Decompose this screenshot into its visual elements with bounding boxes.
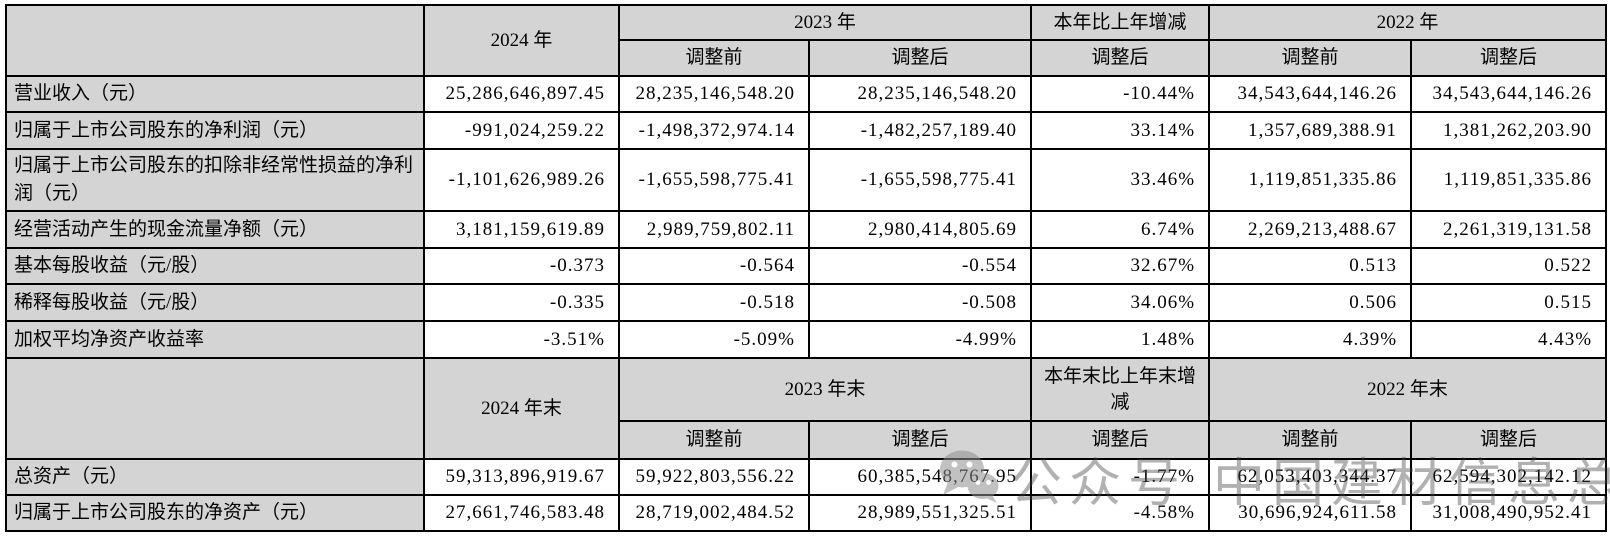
row-label: 营业收入（元） bbox=[5, 75, 425, 113]
header-row-yearend: 2024 年末 2023 年末 本年末比上年末增减 2022 年末 bbox=[5, 357, 1608, 460]
value-cell: 34.06% bbox=[1030, 283, 1211, 322]
value-cell: 28,235,146,548.20 bbox=[807, 75, 1033, 113]
value-cell: 1,119,851,335.86 bbox=[1208, 148, 1413, 212]
subheader-2022end-pre: 调整前 bbox=[1208, 420, 1413, 460]
table-row-weighted-avg-roe: 加权平均净资产收益率 -3.51% -5.09% -4.99% 1.48% 4.… bbox=[5, 320, 1608, 359]
value-cell: 2,269,213,488.67 bbox=[1208, 210, 1413, 249]
table-row-revenue: 营业收入（元） 25,286,646,897.45 28,235,146,548… bbox=[5, 75, 1608, 113]
value-cell: 32.67% bbox=[1030, 247, 1211, 285]
table-row-basic-eps: 基本每股收益（元/股） -0.373 -0.564 -0.554 32.67% … bbox=[5, 247, 1608, 285]
value-cell: 4.43% bbox=[1410, 320, 1608, 359]
row-label: 归属于上市公司股东的净利润（元） bbox=[5, 111, 425, 150]
value-cell: 0.515 bbox=[1410, 283, 1608, 322]
value-cell: 3,181,159,619.89 bbox=[423, 210, 620, 249]
value-cell: 2,980,414,805.69 bbox=[807, 210, 1033, 249]
value-cell: -4.58% bbox=[1030, 494, 1211, 532]
financial-highlights-table: 2024 年 2023 年 本年比上年增减 2022 年 调整前 调整后 调整后… bbox=[5, 4, 1608, 532]
value-cell: -1,482,257,189.40 bbox=[807, 111, 1033, 150]
value-cell: -4.99% bbox=[807, 320, 1033, 359]
value-cell: 0.513 bbox=[1208, 247, 1413, 285]
corner-cell bbox=[5, 357, 425, 460]
col-header-2023: 2023 年 bbox=[617, 4, 1033, 41]
row-label: 归属于上市公司股东的净资产（元） bbox=[5, 494, 425, 532]
corner-cell bbox=[5, 4, 425, 77]
value-cell: 0.506 bbox=[1208, 283, 1413, 322]
value-cell: -0.508 bbox=[807, 283, 1033, 322]
header-row-adjust: 调整前 调整后 调整后 调整前 调整后 bbox=[6, 39, 1608, 77]
value-cell: -0.554 bbox=[807, 247, 1033, 285]
header-row-yearend-adjust: 调整前 调整后 调整后 调整前 调整后 bbox=[6, 420, 1608, 460]
value-cell: 33.46% bbox=[1030, 148, 1211, 212]
row-label: 加权平均净资产收益率 bbox=[5, 320, 425, 359]
value-cell: -10.44% bbox=[1030, 75, 1211, 113]
value-cell: -991,024,259.22 bbox=[423, 111, 620, 150]
value-cell: 2,261,319,131.58 bbox=[1410, 210, 1608, 249]
row-label: 总资产（元） bbox=[5, 458, 425, 496]
col-header-yearend-change: 本年末比上年末增减 bbox=[1030, 357, 1211, 422]
value-cell: 0.522 bbox=[1410, 247, 1608, 285]
col-header-2022-end: 2022 年末 bbox=[1208, 357, 1608, 422]
value-cell: 6.74% bbox=[1030, 210, 1211, 249]
subheader-2023-pre: 调整前 bbox=[618, 39, 810, 77]
value-cell: 59,313,896,919.67 bbox=[423, 458, 620, 496]
value-cell: -3.51% bbox=[423, 320, 620, 359]
col-header-2024-end: 2024 年末 bbox=[423, 357, 620, 460]
table-row-total-assets: 总资产（元） 59,313,896,919.67 59,922,803,556.… bbox=[5, 458, 1608, 496]
value-cell: -0.373 bbox=[423, 247, 620, 285]
value-cell: 59,922,803,556.22 bbox=[618, 458, 810, 496]
value-cell: 1,119,851,335.86 bbox=[1410, 148, 1608, 212]
row-label: 经营活动产生的现金流量净额（元） bbox=[5, 210, 425, 249]
value-cell: -1.77% bbox=[1030, 458, 1211, 496]
table-row-diluted-eps: 稀释每股收益（元/股） -0.335 -0.518 -0.508 34.06% … bbox=[5, 283, 1608, 322]
value-cell: 2,989,759,802.11 bbox=[618, 210, 810, 249]
value-cell: 27,661,746,583.48 bbox=[423, 494, 620, 532]
value-cell: -1,655,598,775.41 bbox=[807, 148, 1033, 212]
value-cell: 1.48% bbox=[1030, 320, 1211, 359]
value-cell: -0.335 bbox=[423, 283, 620, 322]
subheader-change-post: 调整后 bbox=[1030, 39, 1211, 77]
table-row-net-assets: 归属于上市公司股东的净资产（元） 27,661,746,583.48 28,71… bbox=[5, 494, 1608, 532]
value-cell: 25,286,646,897.45 bbox=[423, 75, 620, 113]
value-cell: -5.09% bbox=[618, 320, 810, 359]
table-row-net-profit: 归属于上市公司股东的净利润（元） -991,024,259.22 -1,498,… bbox=[5, 111, 1608, 150]
col-header-2023-end: 2023 年末 bbox=[617, 357, 1033, 422]
value-cell: -1,498,372,974.14 bbox=[618, 111, 810, 150]
col-header-2022: 2022 年 bbox=[1208, 4, 1608, 41]
subheader-2023end-post: 调整后 bbox=[807, 420, 1033, 460]
row-label: 稀释每股收益（元/股） bbox=[5, 283, 425, 322]
subheader-2023end-pre: 调整前 bbox=[618, 420, 810, 460]
value-cell: -0.564 bbox=[618, 247, 810, 285]
value-cell: 33.14% bbox=[1030, 111, 1211, 150]
value-cell: 62,053,403,344.37 bbox=[1208, 458, 1413, 496]
col-header-change: 本年比上年增减 bbox=[1030, 4, 1211, 41]
subheader-2023-post: 调整后 bbox=[807, 39, 1033, 77]
value-cell: 60,385,548,767.95 bbox=[807, 458, 1033, 496]
row-label: 基本每股收益（元/股） bbox=[5, 247, 425, 285]
value-cell: 28,719,002,484.52 bbox=[618, 494, 810, 532]
value-cell: 1,381,262,203.90 bbox=[1410, 111, 1608, 150]
value-cell: 4.39% bbox=[1208, 320, 1413, 359]
value-cell: -0.518 bbox=[618, 283, 810, 322]
value-cell: 30,696,924,611.58 bbox=[1208, 494, 1413, 532]
value-cell: 1,357,689,388.91 bbox=[1208, 111, 1413, 150]
value-cell: -1,101,626,989.26 bbox=[423, 148, 620, 212]
subheader-2022end-post: 调整后 bbox=[1410, 420, 1608, 460]
value-cell: 34,543,644,146.26 bbox=[1208, 75, 1413, 113]
row-label: 归属于上市公司股东的扣除非经常性损益的净利润（元） bbox=[5, 148, 425, 212]
subheader-change-post: 调整后 bbox=[1030, 420, 1211, 460]
subheader-2022-post: 调整后 bbox=[1410, 39, 1608, 77]
value-cell: -1,655,598,775.41 bbox=[618, 148, 810, 212]
value-cell: 31,008,490,952.41 bbox=[1410, 494, 1608, 532]
value-cell: 62,594,302,142.12 bbox=[1410, 458, 1608, 496]
subheader-2022-pre: 调整前 bbox=[1208, 39, 1413, 77]
table-row-operating-cash-flow: 经营活动产生的现金流量净额（元） 3,181,159,619.89 2,989,… bbox=[5, 210, 1608, 249]
value-cell: 34,543,644,146.26 bbox=[1410, 75, 1608, 113]
table-row-net-profit-excl-nonrecurring: 归属于上市公司股东的扣除非经常性损益的净利润（元） -1,101,626,989… bbox=[5, 148, 1608, 212]
header-row-years: 2024 年 2023 年 本年比上年增减 2022 年 bbox=[5, 4, 1608, 77]
col-header-2024: 2024 年 bbox=[423, 4, 620, 77]
value-cell: 28,235,146,548.20 bbox=[618, 75, 810, 113]
value-cell: 28,989,551,325.51 bbox=[807, 494, 1033, 532]
